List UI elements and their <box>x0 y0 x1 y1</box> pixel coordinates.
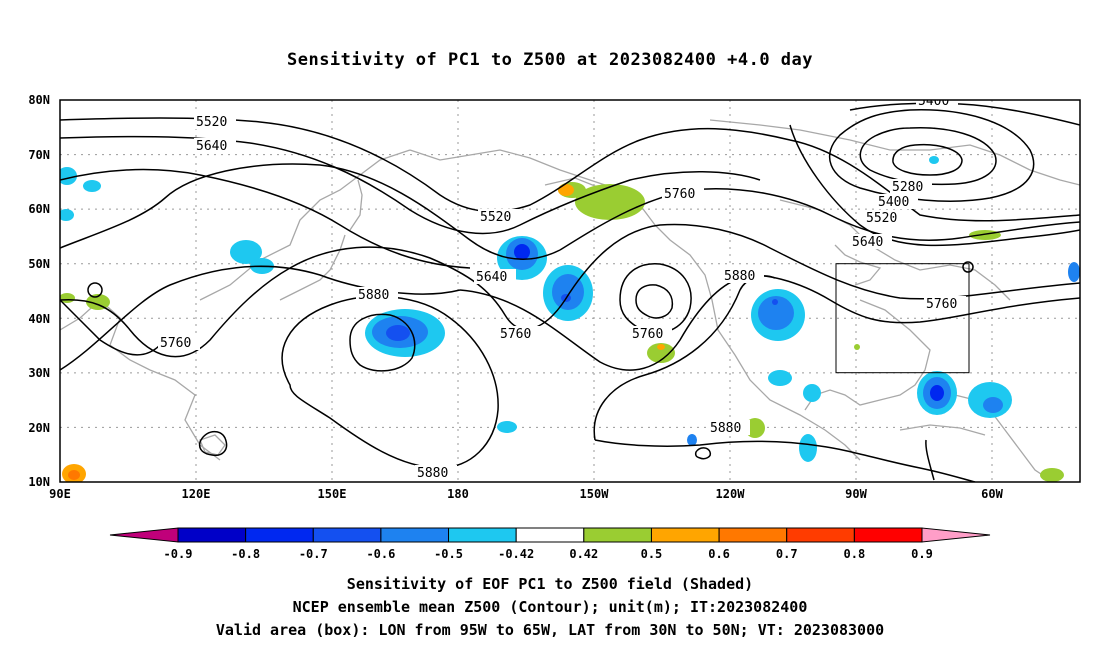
caption-line-1: Sensitivity of EOF PC1 to Z500 field (Sh… <box>346 575 754 593</box>
colorbar-labels: -0.9 -0.8 -0.7 -0.6 -0.5 -0.42 0.42 0.5 0.6 0.7 0.… <box>164 547 933 561</box>
colorbar-swatch <box>583 527 652 543</box>
lat-label: 60N <box>28 202 50 216</box>
contour-label: 5760 <box>500 327 531 342</box>
colorbar-swatch <box>245 527 314 543</box>
coastlines <box>60 119 1080 481</box>
colorbar-tick-label: 0.6 <box>708 547 730 561</box>
lat-label: 10N <box>28 475 50 489</box>
lon-label: 90W <box>845 487 867 501</box>
lat-label: 30N <box>28 366 50 380</box>
colorbar-tick-label: 0.8 <box>844 547 866 561</box>
contour-label: 5760 <box>632 327 663 342</box>
contour-label: 5640 <box>476 270 507 285</box>
contour-label: 5880 <box>724 269 755 284</box>
lon-label: 120W <box>716 487 746 501</box>
lat-label: 80N <box>28 93 50 107</box>
sensitivity-shading <box>60 156 1080 482</box>
lon-label: 150E <box>318 487 347 501</box>
colorbar-swatch <box>380 527 450 543</box>
caption-line-3: Valid area (box): LON from 95W to 65W, L… <box>215 621 885 639</box>
colorbar-tick-label: -0.8 <box>231 547 260 561</box>
colorbar-tick-label: 0.9 <box>911 547 933 561</box>
contour-label: 5880 <box>417 466 448 481</box>
colorbar-right-arrow <box>921 527 991 543</box>
lon-label: 180 <box>447 487 469 501</box>
colorbar-swatch <box>718 527 788 543</box>
contour-label: 5640 <box>852 235 883 250</box>
map-title: Sensitivity of PC1 to Z500 at 2023082400… <box>286 50 813 70</box>
lon-label: 150W <box>580 487 610 501</box>
lon-label: 120E <box>182 487 211 501</box>
valid-area-box <box>835 263 970 374</box>
colorbar-left-arrow <box>109 527 179 543</box>
contour-labels: 5520 5640 5520 5640 5760 5880 5760 5760 … <box>158 94 966 481</box>
latitude-labels: 80N 70N 60N 50N 40N 30N 20N 10N <box>28 93 50 489</box>
contour-label: 5640 <box>196 139 227 154</box>
contour-label: 5400 <box>918 94 949 109</box>
colorbar-tick-label: -0.9 <box>164 547 193 561</box>
contour-label: 5520 <box>196 115 227 130</box>
longitude-labels: 90E 120E 150E 180 150W 120W 90W 60W <box>49 487 1003 501</box>
colorbar <box>109 527 991 543</box>
colorbar-tick-label: -0.6 <box>366 547 395 561</box>
colorbar-tick-label: -0.5 <box>434 547 463 561</box>
lat-label: 50N <box>28 257 50 271</box>
lat-label: 20N <box>28 421 50 435</box>
lat-label: 70N <box>28 148 50 162</box>
contour-label: 5520 <box>480 210 511 225</box>
colorbar-swatch <box>853 527 923 543</box>
colorbar-tick-label: -0.7 <box>299 547 328 561</box>
contour-label: 5760 <box>160 336 191 351</box>
colorbar-tick-label: 0.42 <box>569 547 598 561</box>
colorbar-tick-label: 0.5 <box>641 547 663 561</box>
contour-label: 5880 <box>710 421 741 436</box>
colorbar-swatch <box>515 527 585 543</box>
contour-label: 5760 <box>926 297 957 312</box>
colorbar-tick-label: 0.7 <box>776 547 798 561</box>
contour-label: 5760 <box>664 187 695 202</box>
caption-line-2: NCEP ensemble mean Z500 (Contour); unit(… <box>292 598 808 616</box>
contour-label: 5400 <box>878 195 909 210</box>
contour-label: 5880 <box>358 288 389 303</box>
lon-label: 60W <box>981 487 1003 501</box>
lat-label: 40N <box>28 312 50 326</box>
colorbar-swatch <box>177 527 247 543</box>
colorbar-swatch <box>312 527 382 543</box>
lon-label: 90E <box>49 487 71 501</box>
colorbar-swatch <box>448 527 517 543</box>
colorbar-swatch <box>786 527 855 543</box>
contour-label: 5280 <box>892 180 923 195</box>
colorbar-tick-label: -0.42 <box>498 547 534 561</box>
contour-label: 5520 <box>866 211 897 226</box>
plot-frame <box>59 99 1081 483</box>
colorbar-swatch <box>650 527 720 543</box>
